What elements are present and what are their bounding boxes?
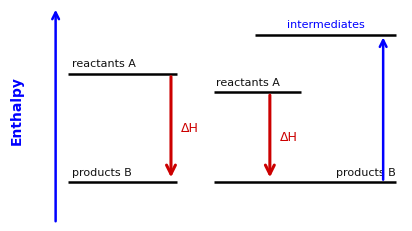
Text: products B: products B (336, 168, 396, 178)
Text: intermediates: intermediates (287, 20, 364, 30)
Text: reactants A: reactants A (216, 78, 280, 88)
Text: products B: products B (72, 168, 132, 178)
Text: ΔH: ΔH (280, 131, 298, 144)
Text: Enthalpy: Enthalpy (9, 76, 23, 145)
Text: reactants A: reactants A (72, 59, 136, 69)
Text: ΔH: ΔH (181, 122, 199, 135)
